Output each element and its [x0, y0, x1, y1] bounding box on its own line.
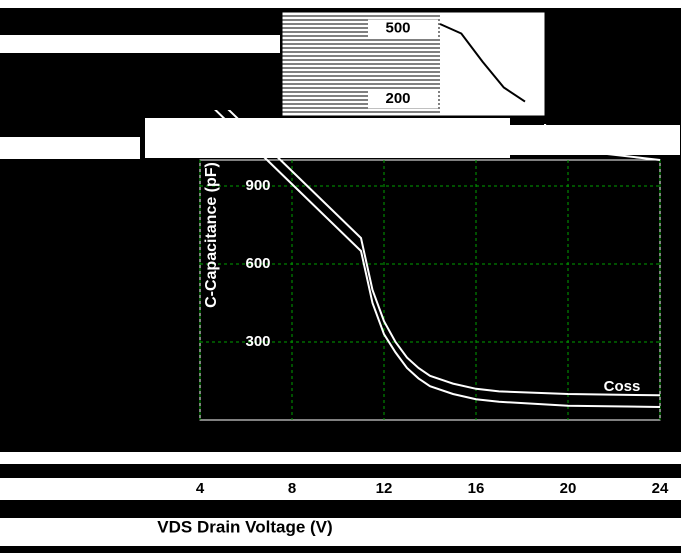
main-plot: [199, 110, 661, 421]
x-tick-label: 8: [288, 480, 296, 497]
inset-series-line: [439, 23, 526, 103]
y-axis-label: C-Capacitance (pF): [203, 162, 220, 308]
decor-panel: [145, 118, 300, 158]
inset-y-tick-label: 500: [385, 20, 410, 37]
inset-connector: [339, 123, 661, 161]
y-tick-label: 600: [245, 255, 270, 272]
series-line-crss: [214, 110, 660, 408]
x-tick-label: 24: [652, 480, 669, 497]
x-tick-label: 12: [376, 480, 393, 497]
inset-plot: [281, 11, 661, 161]
x-tick-label: 4: [196, 480, 205, 497]
x-tick-label: 20: [560, 480, 577, 497]
inset-y-tick-label: 200: [385, 90, 410, 107]
coss-annotation: Coss: [604, 378, 641, 395]
inset-tick-bg: [368, 90, 438, 109]
decor-panel: [0, 518, 681, 546]
decor-panel: [0, 452, 681, 464]
decor-panel: [0, 137, 140, 159]
y-tick-label: 300: [245, 333, 270, 350]
series-line-coss: [227, 110, 660, 397]
decor-panel: [0, 0, 681, 8]
plot-frame: [199, 159, 661, 421]
y-tick-label: 900: [245, 177, 270, 194]
chart-labels: 4 8 12 16 20 24 300 600 900 C-Capacitance (pF) VDS…: [157, 20, 669, 537]
inset-tick-bg: [368, 19, 438, 38]
decor-panel: [510, 125, 680, 155]
x-axis-label: VDS Drain Voltage (V): [157, 517, 332, 536]
decor-panel: [0, 478, 681, 500]
x-tick-label: 16: [468, 480, 485, 497]
decor-panel: [300, 118, 510, 158]
decor-panel: [0, 35, 280, 53]
ciss-annotation: Ciss: [532, 122, 564, 139]
